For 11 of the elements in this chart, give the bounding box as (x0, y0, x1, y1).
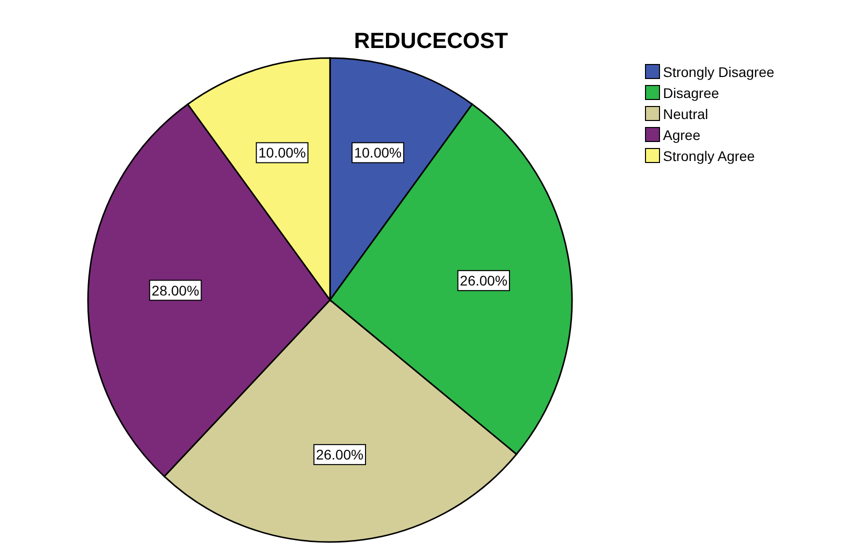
chart-title: REDUCECOST (354, 28, 509, 53)
data-label: 26.00% (460, 272, 508, 289)
data-label: 10.00% (354, 144, 402, 161)
legend-label: Agree (663, 126, 700, 142)
data-label: 10.00% (258, 144, 306, 161)
legend-label: Strongly Disagree (663, 64, 774, 80)
data-label: 26.00% (316, 446, 364, 463)
legend-label: Neutral (663, 106, 708, 122)
legend-label: Disagree (663, 84, 720, 100)
legend-label: Strongly Agree (663, 148, 755, 164)
data-label: 28.00% (152, 282, 200, 298)
